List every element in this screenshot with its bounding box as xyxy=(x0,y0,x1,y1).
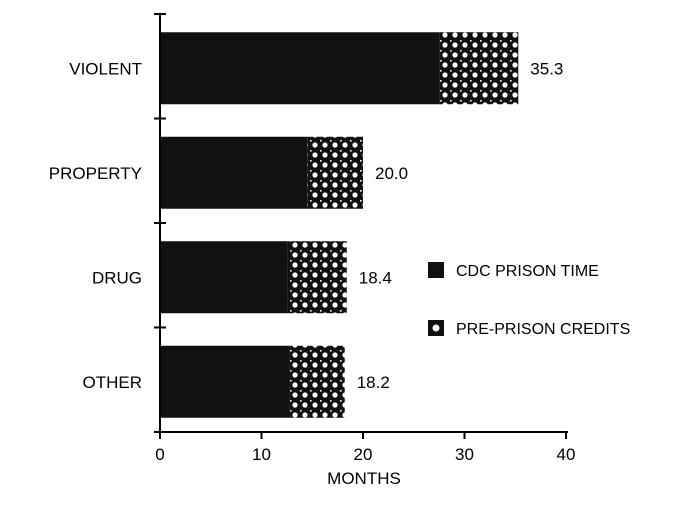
x-axis-ticks: 0 10 20 30 40 xyxy=(155,432,575,464)
legend: CDC PRISON TIME PRE-PRISON CREDITS xyxy=(428,262,630,338)
legend-swatch-dot xyxy=(432,324,440,332)
bars-group xyxy=(160,32,519,418)
bar-violent-pre-prison-credits xyxy=(439,32,519,105)
category-label-other: OTHER xyxy=(83,373,143,392)
x-tick-label-20: 20 xyxy=(354,445,373,464)
bar-violent-cdc-prison-time xyxy=(160,32,440,105)
legend-swatch-cdc-prison-time xyxy=(428,262,444,278)
value-labels: 35.3 20.0 18.4 18.2 xyxy=(357,59,564,392)
x-tick-label-10: 10 xyxy=(252,445,271,464)
bar-property-pre-prison-credits xyxy=(307,136,363,209)
bar-drug-pre-prison-credits xyxy=(287,241,347,314)
category-label-violent: VIOLENT xyxy=(69,59,142,78)
value-label-property: 20.0 xyxy=(375,164,408,183)
bar-other-pre-prison-credits xyxy=(289,345,345,418)
category-label-drug: DRUG xyxy=(92,268,142,287)
value-label-other: 18.2 xyxy=(357,373,390,392)
legend-label-cdc-prison-time: CDC PRISON TIME xyxy=(456,263,599,280)
value-label-violent: 35.3 xyxy=(530,59,563,78)
category-label-property: PROPERTY xyxy=(49,164,142,183)
bar-other-cdc-prison-time xyxy=(160,345,290,418)
value-label-drug: 18.4 xyxy=(359,268,392,287)
category-labels: VIOLENT PROPERTY DRUG OTHER xyxy=(49,59,142,392)
x-axis-title: MONTHS xyxy=(327,469,401,488)
x-tick-label-30: 30 xyxy=(455,445,474,464)
x-tick-label-40: 40 xyxy=(557,445,576,464)
bar-property-cdc-prison-time xyxy=(160,136,308,209)
legend-label-pre-prison-credits: PRE-PRISON CREDITS xyxy=(456,321,630,338)
x-tick-label-0: 0 xyxy=(155,445,164,464)
bar-drug-cdc-prison-time xyxy=(160,241,288,314)
